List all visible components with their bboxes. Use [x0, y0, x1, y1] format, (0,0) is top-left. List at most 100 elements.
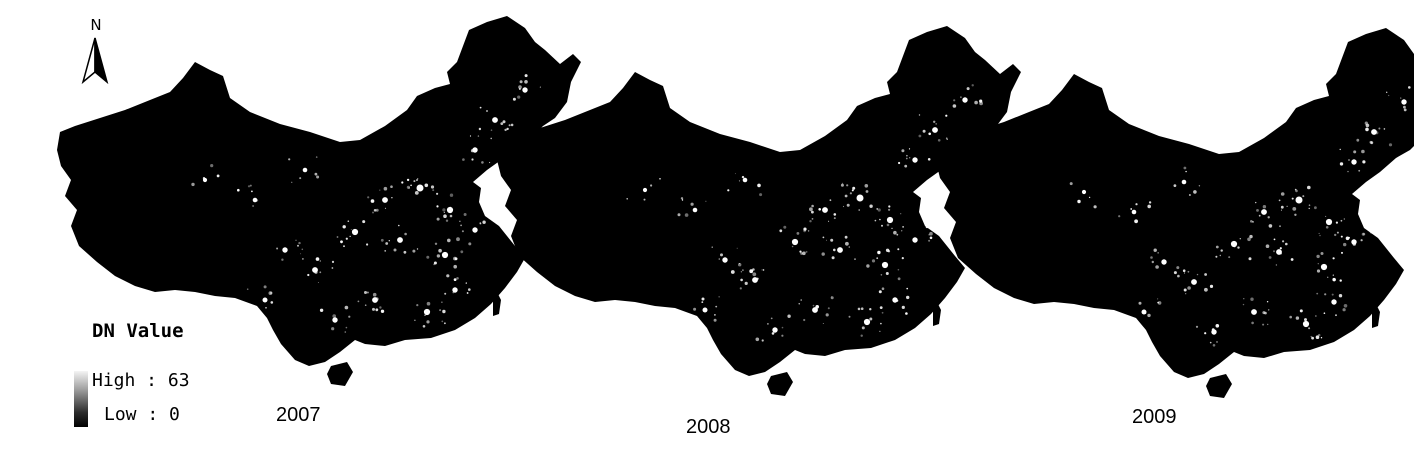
light-dot — [216, 174, 220, 178]
city-light — [446, 206, 454, 214]
light-dot — [1204, 273, 1207, 276]
light-dot — [424, 183, 429, 188]
light-dot — [422, 325, 426, 328]
light-dot — [830, 238, 834, 242]
light-dot — [1320, 337, 1323, 339]
light-dot — [1182, 269, 1186, 273]
light-dot — [860, 307, 864, 311]
light-dot — [500, 122, 504, 125]
light-dot — [1331, 293, 1334, 296]
light-dot — [734, 173, 736, 175]
light-dot — [1336, 231, 1339, 234]
light-dot — [424, 314, 426, 316]
light-dot — [432, 189, 435, 192]
light-dot — [291, 181, 293, 183]
light-dot — [736, 247, 738, 249]
light-dot — [301, 248, 304, 251]
light-dot — [878, 290, 882, 294]
light-dot — [481, 161, 484, 164]
city-light — [1131, 209, 1137, 215]
light-dot — [504, 128, 507, 132]
city-light — [822, 207, 828, 213]
light-dot — [1356, 138, 1360, 142]
light-dot — [1362, 232, 1366, 236]
light-dot — [1209, 341, 1212, 344]
light-dot — [1360, 239, 1363, 242]
light-dot — [906, 154, 908, 157]
light-dot — [1289, 315, 1292, 319]
city-light — [1320, 263, 1328, 271]
city-light — [1081, 189, 1087, 195]
light-dot — [456, 277, 459, 280]
city-light — [856, 194, 864, 202]
light-dot — [1247, 237, 1251, 242]
light-dot — [252, 205, 255, 207]
light-dot — [479, 106, 482, 109]
light-dot — [412, 249, 416, 253]
light-dot — [798, 303, 800, 305]
light-dot — [512, 97, 516, 101]
light-dot — [302, 258, 304, 260]
light-dot — [803, 227, 807, 231]
light-dot — [952, 104, 957, 108]
light-dot — [1324, 293, 1327, 296]
light-dot — [348, 315, 351, 318]
light-dot — [791, 245, 794, 248]
city-light — [472, 227, 478, 233]
light-dot — [767, 323, 769, 325]
light-dot — [300, 253, 302, 255]
light-dot — [478, 127, 482, 131]
city-light — [752, 277, 758, 283]
light-dot — [684, 213, 689, 217]
light-dot — [1358, 169, 1361, 172]
light-dot — [413, 180, 416, 183]
light-dot — [1339, 162, 1344, 166]
light-dot — [690, 202, 694, 206]
light-dot — [357, 300, 360, 303]
city-light — [912, 237, 918, 243]
light-dot — [905, 157, 908, 160]
light-dot — [1262, 205, 1267, 209]
light-dot — [701, 301, 704, 303]
city-light — [382, 197, 388, 203]
light-dot — [383, 186, 388, 191]
light-dot — [1319, 234, 1321, 237]
light-dot — [524, 74, 528, 78]
light-dot — [752, 268, 755, 271]
light-dot — [761, 339, 764, 342]
light-dot — [848, 315, 851, 318]
city-light — [892, 297, 898, 303]
light-dot — [1256, 209, 1259, 212]
light-dot — [463, 213, 467, 216]
city-light — [1325, 218, 1333, 226]
light-dot — [453, 264, 458, 269]
light-dot — [1220, 249, 1223, 252]
light-dot — [933, 120, 936, 124]
city-light — [791, 238, 799, 246]
light-dot — [871, 259, 876, 263]
light-dot — [827, 307, 830, 310]
light-dot — [898, 161, 901, 165]
light-dot — [270, 301, 274, 304]
light-dot — [249, 184, 252, 187]
light-dot — [1294, 188, 1297, 191]
light-dot — [811, 204, 814, 208]
light-dot — [845, 241, 849, 246]
light-dot — [375, 208, 379, 212]
light-dot — [1275, 264, 1278, 266]
light-dot — [891, 227, 893, 230]
night-lights-2007 — [191, 74, 541, 333]
light-dot — [1308, 207, 1310, 210]
light-dot — [869, 317, 873, 321]
light-dot — [442, 309, 446, 314]
light-dot — [436, 217, 440, 221]
light-dot — [384, 250, 387, 252]
year-label-2007: 2007 — [276, 404, 321, 426]
light-dot — [1177, 274, 1180, 278]
light-dot — [479, 222, 482, 224]
light-dot — [740, 278, 743, 282]
light-dot — [1285, 242, 1288, 246]
light-dot — [1204, 287, 1208, 292]
light-dot — [1282, 240, 1285, 243]
